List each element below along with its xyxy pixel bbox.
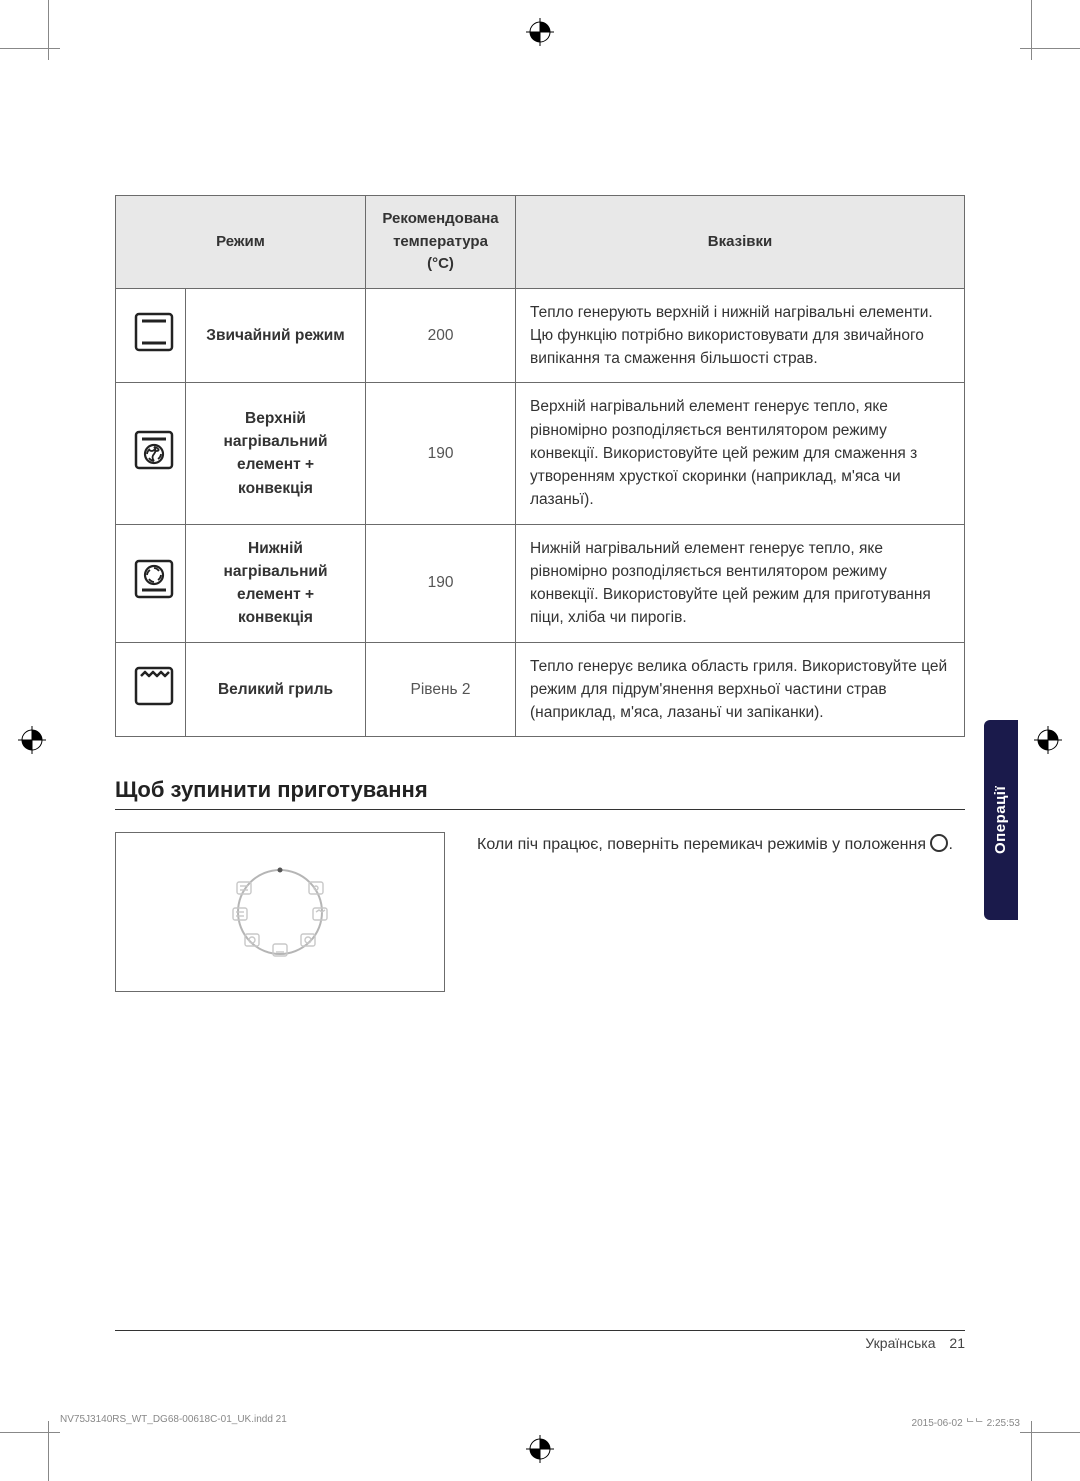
mode-icon-cell (116, 524, 186, 642)
registration-mark-icon (526, 1435, 554, 1463)
bottom-heat-convection-icon (130, 555, 178, 603)
table-row: Звичайний режим 200 Тепло генерують верх… (116, 288, 965, 383)
mode-temp: Рівень 2 (366, 642, 516, 737)
print-metadata: NV75J3140RS_WT_DG68-00618C-01_UK.indd 21… (60, 1414, 1020, 1429)
print-file-name: NV75J3140RS_WT_DG68-00618C-01_UK.indd 21 (60, 1414, 287, 1429)
mode-name: Нижній нагрівальний елемент + конвекція (186, 524, 366, 642)
registration-mark-icon (1034, 726, 1062, 754)
large-grill-icon (130, 662, 178, 710)
stop-instruction-text: Коли піч працює, поверніть перемикач реж… (477, 832, 965, 858)
page-footer: Українська 21 (115, 1330, 965, 1351)
section-tab-label: Операції (984, 720, 1018, 920)
section-heading: Щоб зупинити приготування (115, 777, 965, 803)
footer-page-number: 21 (949, 1335, 965, 1351)
mode-temp: 190 (366, 524, 516, 642)
mode-temp: 190 (366, 383, 516, 524)
footer-language: Українська (865, 1335, 935, 1351)
dial-illustration (115, 832, 445, 992)
mode-icon-cell (116, 642, 186, 737)
top-heat-convection-icon (130, 426, 178, 474)
mode-name: Звичайний режим (186, 288, 366, 383)
mode-icon-cell (116, 383, 186, 524)
modes-table: Режим Рекомендована температура (°C) Вка… (115, 195, 965, 737)
registration-mark-icon (526, 18, 554, 46)
section-rule (115, 809, 965, 810)
section-tab: Операції (984, 720, 1018, 920)
off-position-icon (930, 834, 948, 852)
col-header-mode: Режим (116, 196, 366, 289)
mode-icon-cell (116, 288, 186, 383)
mode-guide: Верхній нагрівальний елемент генерує теп… (516, 383, 965, 524)
registration-mark-icon (18, 726, 46, 754)
mode-name: Верхній нагрівальний елемент + конвекція (186, 383, 366, 524)
conventional-mode-icon (130, 308, 178, 356)
mode-guide: Тепло генерують верхній і нижній нагріва… (516, 288, 965, 383)
table-row: Верхній нагрівальний елемент + конвекція… (116, 383, 965, 524)
mode-guide: Тепло генерує велика область гриля. Вико… (516, 642, 965, 737)
mode-guide: Нижній нагрівальний елемент генерує тепл… (516, 524, 965, 642)
col-header-temp: Рекомендована температура (°C) (366, 196, 516, 289)
col-header-guide: Вказівки (516, 196, 965, 289)
table-row: Нижній нагрівальний елемент + конвекція … (116, 524, 965, 642)
print-timestamp: 2015-06-02 ᄂᄂ 2:25:53 (912, 1414, 1020, 1429)
table-header-row: Режим Рекомендована температура (°C) Вка… (116, 196, 965, 289)
table-row: Великий гриль Рівень 2 Тепло генерує вел… (116, 642, 965, 737)
mode-temp: 200 (366, 288, 516, 383)
mode-name: Великий гриль (186, 642, 366, 737)
